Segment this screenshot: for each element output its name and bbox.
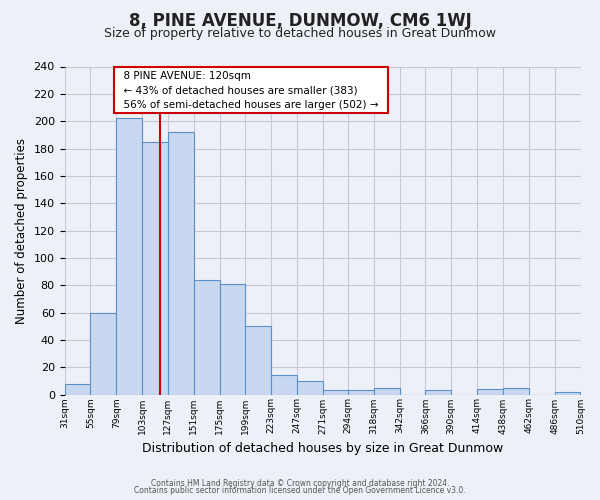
Text: 8, PINE AVENUE, DUNMOW, CM6 1WJ: 8, PINE AVENUE, DUNMOW, CM6 1WJ bbox=[128, 12, 472, 30]
Bar bbox=[374, 388, 400, 394]
Text: Contains public sector information licensed under the Open Government Licence v3: Contains public sector information licen… bbox=[134, 486, 466, 495]
Text: 8 PINE AVENUE: 120sqm
  ← 43% of detached houses are smaller (383)
  56% of semi: 8 PINE AVENUE: 120sqm ← 43% of detached … bbox=[118, 70, 385, 110]
Text: Size of property relative to detached houses in Great Dunmow: Size of property relative to detached ho… bbox=[104, 28, 496, 40]
Bar bbox=[91, 312, 116, 394]
X-axis label: Distribution of detached houses by size in Great Dunmow: Distribution of detached houses by size … bbox=[142, 442, 503, 455]
Bar bbox=[220, 284, 245, 395]
Bar bbox=[297, 381, 323, 394]
Bar bbox=[425, 390, 451, 394]
Bar bbox=[554, 392, 580, 394]
Bar bbox=[503, 388, 529, 394]
Bar bbox=[142, 142, 168, 394]
Bar bbox=[245, 326, 271, 394]
Bar bbox=[271, 376, 297, 394]
Y-axis label: Number of detached properties: Number of detached properties bbox=[15, 138, 28, 324]
Text: Contains HM Land Registry data © Crown copyright and database right 2024.: Contains HM Land Registry data © Crown c… bbox=[151, 478, 449, 488]
Bar bbox=[168, 132, 194, 394]
Bar bbox=[323, 390, 348, 394]
Bar bbox=[194, 280, 220, 394]
Bar bbox=[65, 384, 91, 394]
Bar bbox=[116, 118, 142, 394]
Bar bbox=[348, 390, 374, 394]
Bar bbox=[477, 389, 503, 394]
